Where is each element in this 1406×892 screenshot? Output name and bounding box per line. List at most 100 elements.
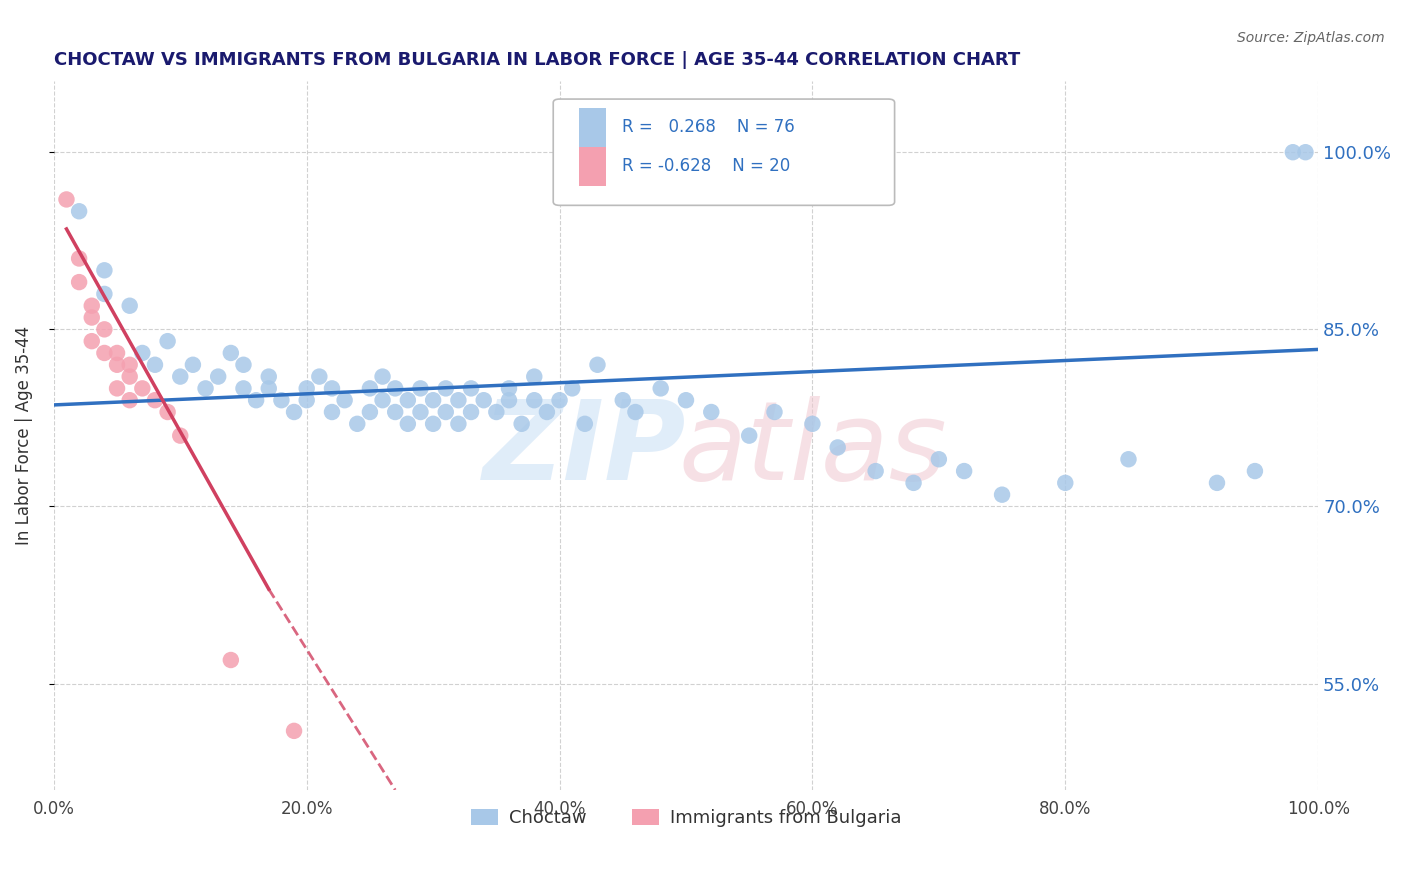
Point bbox=[321, 381, 343, 395]
Point bbox=[510, 417, 533, 431]
Point bbox=[131, 381, 153, 395]
Point bbox=[118, 369, 141, 384]
Point bbox=[624, 405, 647, 419]
Text: CHOCTAW VS IMMIGRANTS FROM BULGARIA IN LABOR FORCE | AGE 35-44 CORRELATION CHART: CHOCTAW VS IMMIGRANTS FROM BULGARIA IN L… bbox=[53, 51, 1021, 69]
Point bbox=[118, 393, 141, 408]
Point bbox=[536, 405, 558, 419]
Point bbox=[574, 417, 596, 431]
Text: ZIP: ZIP bbox=[484, 396, 686, 503]
Point bbox=[827, 441, 849, 455]
Point bbox=[561, 381, 583, 395]
Point bbox=[232, 381, 254, 395]
Point bbox=[80, 334, 103, 348]
FancyBboxPatch shape bbox=[578, 147, 606, 186]
Point bbox=[169, 428, 191, 442]
Point bbox=[612, 393, 634, 408]
Point bbox=[396, 393, 419, 408]
Point bbox=[156, 405, 179, 419]
Point bbox=[80, 299, 103, 313]
Point bbox=[865, 464, 887, 478]
Point bbox=[105, 346, 128, 360]
Point bbox=[93, 287, 115, 301]
Point bbox=[131, 346, 153, 360]
FancyBboxPatch shape bbox=[578, 108, 606, 147]
Point bbox=[498, 393, 520, 408]
Point bbox=[460, 405, 482, 419]
Point bbox=[675, 393, 697, 408]
Point bbox=[295, 393, 318, 408]
Point bbox=[333, 393, 356, 408]
Point bbox=[903, 475, 925, 490]
Point bbox=[181, 358, 204, 372]
Point bbox=[283, 405, 305, 419]
Point bbox=[1206, 475, 1229, 490]
Point bbox=[1282, 145, 1305, 160]
Point bbox=[650, 381, 672, 395]
Point bbox=[169, 369, 191, 384]
Point bbox=[359, 381, 381, 395]
Point bbox=[371, 369, 394, 384]
Point bbox=[67, 252, 90, 266]
Point bbox=[55, 193, 77, 207]
Point bbox=[143, 393, 166, 408]
Point bbox=[257, 381, 280, 395]
Point bbox=[245, 393, 267, 408]
Point bbox=[105, 381, 128, 395]
Point bbox=[447, 393, 470, 408]
Point bbox=[548, 393, 571, 408]
Point bbox=[447, 417, 470, 431]
Point bbox=[409, 381, 432, 395]
Text: R = -0.628    N = 20: R = -0.628 N = 20 bbox=[621, 157, 790, 176]
Point bbox=[460, 381, 482, 395]
Point bbox=[219, 653, 242, 667]
Point bbox=[219, 346, 242, 360]
Point bbox=[80, 310, 103, 325]
Legend: Choctaw, Immigrants from Bulgaria: Choctaw, Immigrants from Bulgaria bbox=[464, 801, 908, 834]
Point bbox=[270, 393, 292, 408]
FancyBboxPatch shape bbox=[553, 99, 894, 205]
Point bbox=[93, 263, 115, 277]
Point bbox=[283, 723, 305, 738]
Point bbox=[485, 405, 508, 419]
Y-axis label: In Labor Force | Age 35-44: In Labor Force | Age 35-44 bbox=[15, 326, 32, 545]
Point bbox=[67, 204, 90, 219]
Point bbox=[409, 405, 432, 419]
Point bbox=[991, 488, 1014, 502]
Point bbox=[371, 393, 394, 408]
Point bbox=[384, 405, 406, 419]
Point bbox=[472, 393, 495, 408]
Point bbox=[118, 299, 141, 313]
Point bbox=[763, 405, 786, 419]
Point bbox=[1054, 475, 1077, 490]
Point bbox=[523, 369, 546, 384]
Point bbox=[194, 381, 217, 395]
Point bbox=[422, 417, 444, 431]
Text: atlas: atlas bbox=[678, 396, 946, 503]
Point bbox=[295, 381, 318, 395]
Point bbox=[232, 358, 254, 372]
Point bbox=[93, 322, 115, 336]
Point bbox=[346, 417, 368, 431]
Point bbox=[396, 417, 419, 431]
Point bbox=[321, 405, 343, 419]
Point bbox=[118, 358, 141, 372]
Point bbox=[1118, 452, 1140, 467]
Point bbox=[93, 346, 115, 360]
Point bbox=[67, 275, 90, 289]
Point bbox=[801, 417, 824, 431]
Point bbox=[156, 334, 179, 348]
Point bbox=[700, 405, 723, 419]
Point bbox=[928, 452, 950, 467]
Point bbox=[422, 393, 444, 408]
Point bbox=[359, 405, 381, 419]
Point bbox=[257, 369, 280, 384]
Point bbox=[434, 405, 457, 419]
Point bbox=[207, 369, 229, 384]
Point bbox=[1295, 145, 1317, 160]
Point bbox=[586, 358, 609, 372]
Point bbox=[953, 464, 976, 478]
Point bbox=[434, 381, 457, 395]
Point bbox=[1244, 464, 1267, 478]
Point bbox=[498, 381, 520, 395]
Text: R =   0.268    N = 76: R = 0.268 N = 76 bbox=[621, 119, 794, 136]
